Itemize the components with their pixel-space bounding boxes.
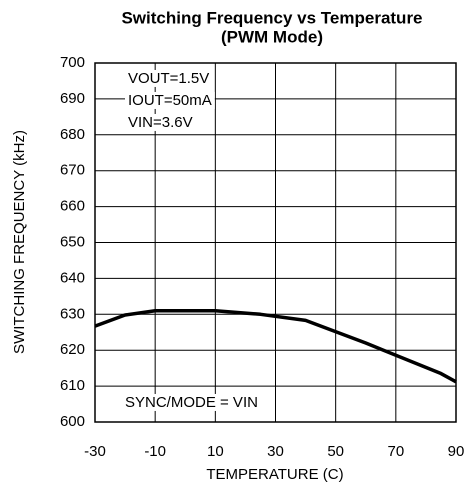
y-tick-label: 620 <box>60 341 85 358</box>
x-tick-label: 10 <box>207 443 224 460</box>
x-tick-label: 50 <box>327 443 344 460</box>
y-tick-label: 680 <box>60 126 85 143</box>
annotation: IOUT=50mA <box>128 92 212 109</box>
annotation-background <box>125 113 196 131</box>
y-tick-label: 660 <box>60 198 85 215</box>
annotation: VOUT=1.5V <box>128 70 209 87</box>
annotation-background <box>125 69 213 87</box>
y-tick-label: 700 <box>60 54 85 71</box>
plot-frame <box>94 62 457 423</box>
x-tick-label: 30 <box>267 443 284 460</box>
annotation-background <box>122 393 261 411</box>
data-line <box>94 308 457 384</box>
y-tick-label: 650 <box>60 233 85 250</box>
annotation: VIN=3.6V <box>128 114 193 131</box>
chart-subtitle: (PWM Mode) <box>221 27 323 46</box>
chart-title: Switching Frequency vs Temperature <box>121 8 422 27</box>
y-tick-label: 630 <box>60 305 85 322</box>
annotation: SYNC/MODE = VIN <box>125 394 258 411</box>
x-axis-label: TEMPERATURE (C) <box>206 466 343 483</box>
x-tick-label: 70 <box>387 443 404 460</box>
x-tick-label: -10 <box>144 443 166 460</box>
y-tick-label: 670 <box>60 162 85 179</box>
annotation-background <box>125 91 215 109</box>
y-axis-label: SWITCHING FREQUENCY (kHz) <box>11 130 28 354</box>
x-tick-label: -30 <box>84 443 106 460</box>
y-tick-label: 690 <box>60 90 85 107</box>
y-tick-label: 600 <box>60 413 85 430</box>
y-tick-label: 640 <box>60 269 85 286</box>
y-tick-label: 610 <box>60 377 85 394</box>
x-tick-label: 90 <box>448 443 465 460</box>
